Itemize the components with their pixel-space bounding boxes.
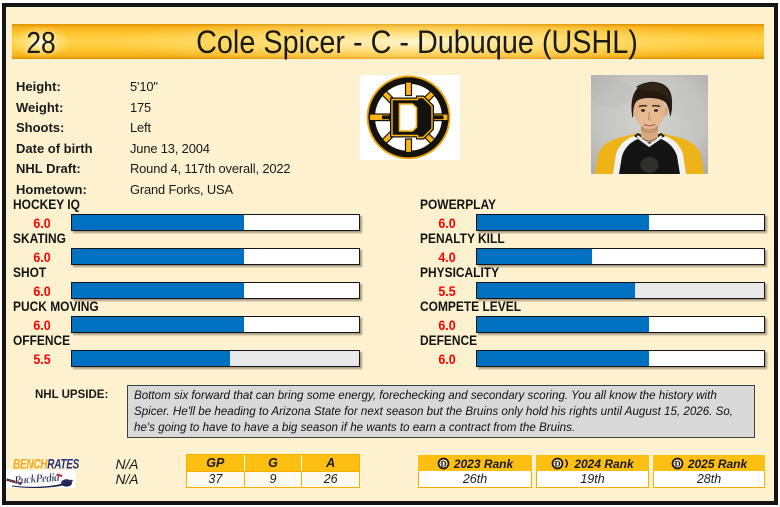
svg-text:D: D	[555, 459, 561, 468]
svg-text:D: D	[440, 459, 446, 468]
svg-text:PuckPedia: PuckPedia	[14, 472, 60, 488]
svg-text:D: D	[674, 459, 680, 468]
svg-text:BENCHRATES: BENCHRATES	[13, 456, 79, 470]
